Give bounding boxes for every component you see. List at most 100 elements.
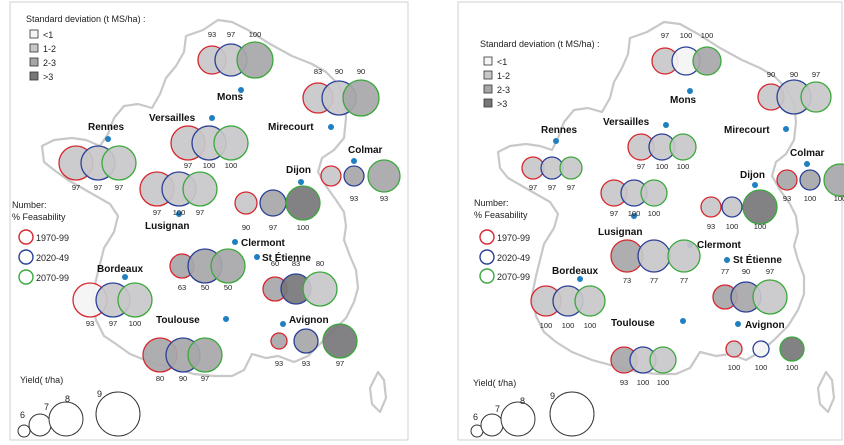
city-label-rennes: Rennes bbox=[541, 125, 578, 136]
feasability-toulouse-period-2: 100 bbox=[637, 378, 650, 387]
yield-label-9: 9 bbox=[97, 389, 102, 399]
feasability-colmar-period-3: 100 bbox=[834, 194, 844, 203]
yield-circle-8 bbox=[48, 401, 84, 437]
yield-circle-9 bbox=[549, 391, 595, 437]
bubble-toulouse-period-3 bbox=[649, 346, 677, 374]
feasability-dijon-period-3: 100 bbox=[297, 223, 310, 232]
bubble-clermont-period-2 bbox=[637, 239, 671, 273]
feasability-mirecourt-period-2: 90 bbox=[790, 70, 798, 79]
bubble-group-dijon: 93 100 100 bbox=[700, 189, 778, 231]
bubble-dijon-period-3 bbox=[285, 185, 321, 221]
feasability-dijon-period-2: 100 bbox=[726, 222, 739, 231]
bubble-colmar-period-3 bbox=[823, 163, 844, 197]
period-label-1970: 1970-99 bbox=[36, 233, 69, 243]
yield-circle-8 bbox=[500, 401, 536, 437]
yield-label-8: 8 bbox=[520, 396, 525, 406]
std-swatch-lt1 bbox=[29, 29, 39, 39]
number-legend-title: Number: bbox=[12, 200, 47, 210]
feasability-versailles-period-2: 100 bbox=[203, 161, 216, 170]
std-swatch-gt3 bbox=[29, 71, 39, 81]
bubble-colmar-period-2 bbox=[799, 169, 821, 191]
feasability-clermont-period-2: 77 bbox=[650, 276, 658, 285]
city-dot-toulouse bbox=[223, 316, 229, 322]
feasability-avignon-period-2: 93 bbox=[302, 359, 310, 368]
bubble-lusignan-period-3 bbox=[640, 179, 668, 207]
city-dots bbox=[105, 87, 357, 327]
std-swatch-2-3 bbox=[483, 84, 493, 94]
feasability-st-tienne-period-2: 83 bbox=[292, 259, 300, 268]
bubble-group-versailles: 97 100 100 bbox=[170, 125, 249, 170]
city-dot-toulouse bbox=[680, 318, 686, 324]
bubble-group-rennes: 97 97 97 bbox=[521, 156, 583, 192]
city-dot-rennes bbox=[553, 138, 559, 144]
feasability-colmar-period-1: 93 bbox=[783, 194, 791, 203]
feasability-colmar-period-2: 93 bbox=[350, 194, 358, 203]
feasability-toulouse-period-2: 90 bbox=[179, 374, 187, 383]
feasability-mirecourt-period-3: 90 bbox=[357, 67, 365, 76]
city-label-toulouse: Toulouse bbox=[156, 315, 200, 326]
city-label-mons: Mons bbox=[217, 92, 244, 103]
feasability-versailles-period-1: 97 bbox=[184, 161, 192, 170]
yield-label-9: 9 bbox=[550, 391, 555, 401]
bubble-avignon-period-2 bbox=[752, 340, 770, 358]
feasability-avignon-period-3: 100 bbox=[786, 363, 799, 372]
yield-circle-6 bbox=[17, 424, 31, 438]
feasability-mirecourt-period-2: 90 bbox=[335, 67, 343, 76]
bubble-group-avignon: 93 93 97 bbox=[270, 323, 358, 368]
feasability-rennes-period-2: 97 bbox=[94, 183, 102, 192]
city-label-dijon: Dijon bbox=[286, 165, 311, 176]
yield-legend-title: Yield( t/ha) bbox=[20, 375, 63, 385]
feasability-lusignan-period-1: 97 bbox=[153, 208, 161, 217]
std-label-2-3: 2-3 bbox=[43, 58, 56, 68]
period-label-2070: 2070-99 bbox=[36, 273, 69, 283]
bubble-st-tienne-period-3 bbox=[302, 271, 338, 307]
city-dot-st-etienne bbox=[254, 254, 260, 260]
bubble-mons-period-3 bbox=[692, 46, 722, 76]
feasability-dijon-period-3: 100 bbox=[754, 222, 767, 231]
feasability-colmar-period-2: 100 bbox=[804, 194, 817, 203]
city-dot-colmar bbox=[804, 161, 810, 167]
city-dot-mons bbox=[687, 88, 693, 94]
feasability-rennes-period-3: 97 bbox=[115, 183, 123, 192]
std-label-1-2: 1-2 bbox=[497, 71, 510, 81]
bubble-rennes-period-3 bbox=[101, 145, 137, 181]
bubble-group-toulouse: 93 100 100 bbox=[610, 346, 677, 387]
city-label-clermont: Clermont bbox=[697, 240, 742, 251]
feasability-rennes-period-1: 97 bbox=[529, 183, 537, 192]
feasability-lusignan-period-1: 97 bbox=[610, 209, 618, 218]
bubble-group-st-tienne: 60 83 80 bbox=[262, 259, 338, 307]
yield-circle-9 bbox=[95, 391, 141, 437]
feasability-mons-period-3: 100 bbox=[701, 31, 714, 40]
city-label-avignon: Avignon bbox=[289, 315, 329, 326]
bubble-dijon-period-2 bbox=[259, 189, 287, 217]
city-label-dijon: Dijon bbox=[740, 170, 765, 181]
bubble-clermont-period-3 bbox=[210, 248, 246, 284]
city-label-mons: Mons bbox=[670, 95, 697, 106]
feasability-avignon-period-2: 100 bbox=[755, 363, 768, 372]
bubble-rennes-period-3 bbox=[559, 156, 583, 180]
feasability-bordeaux-period-1: 93 bbox=[86, 319, 94, 328]
feasability-lusignan-period-2: 100 bbox=[173, 208, 186, 217]
city-dot-colmar bbox=[351, 158, 357, 164]
period-label-2070: 2070-99 bbox=[497, 272, 530, 282]
std-swatch-lt1 bbox=[483, 56, 493, 66]
std-label-lt1: <1 bbox=[497, 57, 507, 67]
feasability-avignon-period-1: 93 bbox=[275, 359, 283, 368]
bubble-group-avignon: 100 100 100 bbox=[725, 336, 805, 372]
yield-circle-7 bbox=[480, 413, 504, 437]
city-dot-versailles bbox=[663, 122, 669, 128]
bubble-group-versailles: 97 100 100 bbox=[627, 133, 697, 171]
bubble-avignon-period-3 bbox=[779, 336, 805, 362]
bubble-versailles-period-3 bbox=[669, 133, 697, 161]
feasability-toulouse-period-1: 80 bbox=[156, 374, 164, 383]
bubble-colmar-period-1 bbox=[320, 165, 342, 187]
feasability-mirecourt-period-1: 83 bbox=[314, 67, 322, 76]
city-dot-dijon bbox=[752, 182, 758, 188]
feasability-mons-period-1: 93 bbox=[208, 30, 216, 39]
city-label-clermont: Clermont bbox=[241, 238, 286, 249]
yield-bubbles-right: 97 100 100 90 90 97 97 100 100 97 97 97 97 100 100 93 10… bbox=[521, 31, 844, 387]
feasability-toulouse-period-1: 93 bbox=[620, 378, 628, 387]
city-dot-rennes bbox=[105, 136, 111, 142]
period-swatch-1970 bbox=[479, 229, 495, 245]
map-panel-left: Standard deviation (t MS/ha) : <1 1-2 2-… bbox=[9, 1, 409, 441]
